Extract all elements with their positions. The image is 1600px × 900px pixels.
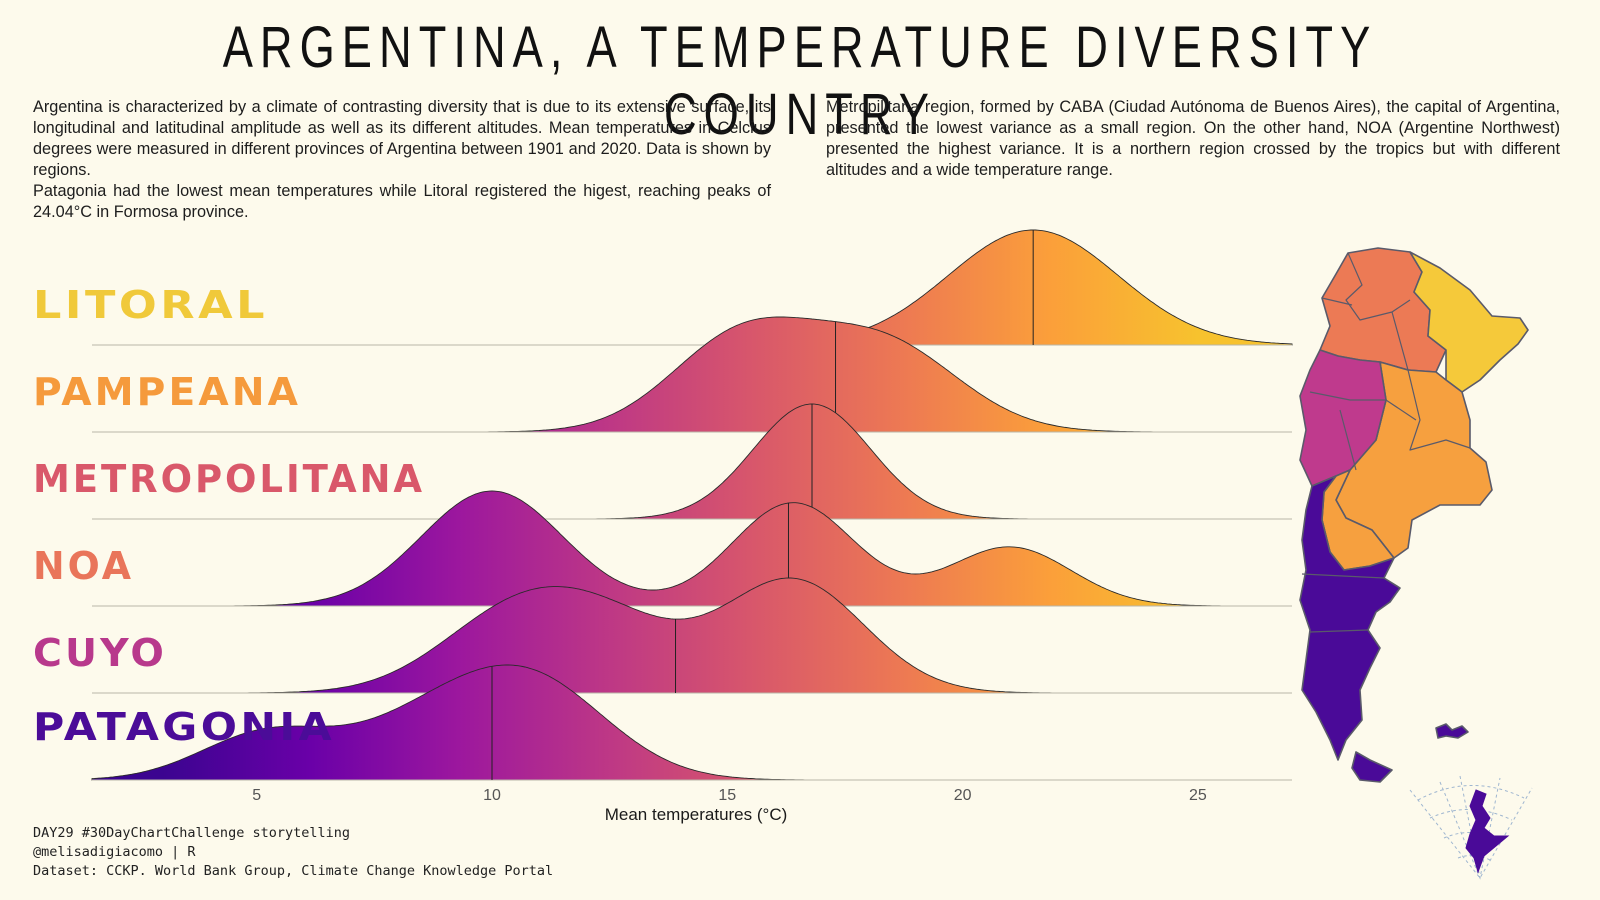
ridge-litoral [92,229,1293,346]
map-region-patagonia [1299,475,1401,761]
region-label-metropolitana: METROPOLITANA [33,457,425,501]
region-labels: LITORAL PAMPEANA METROPOLITANA NOA CUYO PATAG… [33,283,425,749]
antarctica-inset-icon [1409,775,1533,880]
argentina-map-icon [1299,247,1529,783]
ridge-noa [92,490,1292,607]
antarctica-shape [1465,789,1510,874]
density-area [92,229,1293,346]
map-region-tierra-del-fuego [1351,751,1393,783]
ridges-group [91,229,1293,781]
x-tick-label: 5 [252,787,261,804]
footer-line: DAY29 #30DayChartChallenge storytelling [33,825,350,841]
x-tick-label: 15 [718,787,736,804]
region-label-pampeana: PAMPEANA [33,370,301,414]
inset-graticule [1409,775,1533,880]
intro-paragraph: Argentina is characterized by a climate … [33,98,771,179]
intro-text-left: Argentina is characterized by a climate … [33,97,771,223]
density-area [92,490,1292,607]
footer-credits: DAY29 #30DayChartChallenge storytelling … [33,824,553,881]
footer-line: Dataset: CCKP. World Bank Group, Climate… [33,863,554,879]
x-axis-title: Mean temperatures (°C) [605,805,788,824]
map-borders [1301,252,1471,633]
intro-paragraph: Metropilitana region, formed by CABA (Ci… [826,98,1560,179]
footer-line: @melisadigiacomo | R [33,844,196,860]
intro-paragraph: Patagonia had the lowest mean temperatur… [33,182,771,221]
region-label-patagonia: PATAGONIA [33,705,335,749]
x-axis: 5 10 15 20 25 Mean temperatures (°C) [252,787,1207,824]
map-islands-icon [1435,723,1469,739]
x-tick-label: 20 [954,787,972,804]
region-label-cuyo: CUYO [33,631,167,675]
ridge-metropolitana [92,403,1292,520]
ridge-patagonia [91,664,1292,781]
region-label-noa: NOA [33,544,134,588]
map-region-litoral-ne [1409,251,1529,393]
page-title: ARGENTINA, A TEMPERATURE DIVERSITY COUNT… [222,15,1378,147]
region-label-litoral: LITORAL [33,283,268,327]
x-tick-label: 10 [483,787,501,804]
intro-text-right: Metropilitana region, formed by CABA (Ci… [826,97,1560,181]
ridge-cuyo [92,577,1292,694]
x-tick-label: 25 [1189,787,1207,804]
